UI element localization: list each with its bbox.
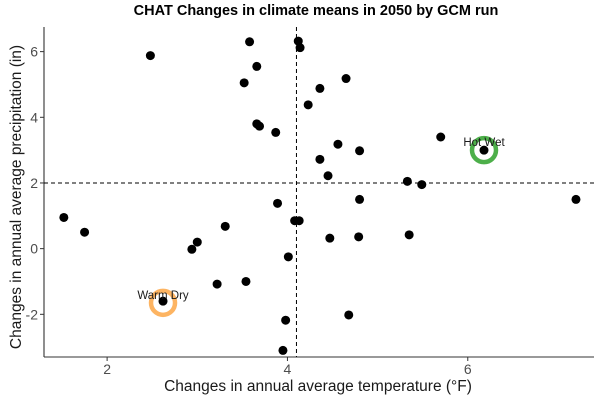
data-point bbox=[436, 132, 446, 142]
data-point bbox=[295, 43, 305, 53]
data-point bbox=[241, 276, 251, 286]
data-point bbox=[315, 83, 325, 93]
data-points bbox=[59, 36, 581, 355]
y-tick-label: 4 bbox=[30, 109, 38, 125]
y-tick-label: 2 bbox=[30, 175, 38, 191]
data-point bbox=[355, 146, 365, 156]
data-point bbox=[571, 194, 581, 204]
data-point bbox=[333, 139, 343, 149]
x-axis-title: Changes in annual average temperature (°… bbox=[164, 378, 472, 395]
x-tick-label: 2 bbox=[103, 361, 111, 377]
data-point bbox=[239, 78, 249, 88]
data-point bbox=[344, 310, 354, 320]
data-point bbox=[254, 121, 264, 131]
data-point bbox=[281, 315, 291, 325]
y-axis-title: Changes in annual average precipitation … bbox=[8, 45, 25, 349]
plot-panel bbox=[43, 27, 594, 358]
y-tick-label: -2 bbox=[26, 306, 39, 322]
data-point bbox=[187, 244, 197, 254]
data-point bbox=[283, 252, 293, 262]
data-point bbox=[303, 100, 313, 110]
data-point bbox=[341, 74, 351, 84]
data-point bbox=[158, 296, 168, 306]
data-point bbox=[404, 230, 414, 240]
y-tick-label: 6 bbox=[30, 44, 38, 60]
chart-title: CHAT Changes in climate means in 2050 by… bbox=[134, 3, 499, 19]
annotation-ring bbox=[148, 288, 178, 318]
annotation-ring bbox=[469, 135, 499, 165]
data-point bbox=[402, 176, 412, 186]
data-point bbox=[80, 227, 90, 237]
data-point bbox=[271, 127, 281, 137]
data-point bbox=[220, 221, 230, 231]
data-point bbox=[294, 216, 304, 226]
data-point bbox=[278, 345, 288, 355]
annotation-rings bbox=[148, 135, 499, 318]
x-axis-ticks: 2 4 6 bbox=[103, 357, 472, 377]
data-point bbox=[479, 145, 489, 155]
annotation-label: Hot Wet bbox=[463, 137, 505, 149]
data-point bbox=[325, 233, 335, 243]
annotation-label: Warm Dry bbox=[137, 290, 189, 302]
annotation-labels: Hot Wet Warm Dry bbox=[137, 137, 505, 302]
y-tick-label: 0 bbox=[30, 241, 38, 257]
data-point bbox=[354, 232, 364, 242]
x-tick-label: 6 bbox=[464, 361, 472, 377]
data-point bbox=[273, 198, 283, 208]
data-point bbox=[145, 51, 155, 61]
data-point bbox=[245, 37, 255, 47]
reference-lines bbox=[44, 27, 594, 357]
x-tick-label: 4 bbox=[284, 361, 292, 377]
data-point bbox=[417, 180, 427, 190]
data-point bbox=[323, 171, 333, 181]
data-point bbox=[355, 194, 365, 204]
data-point bbox=[252, 61, 262, 71]
data-point bbox=[212, 279, 222, 289]
y-axis-ticks: -2 0 2 4 6 bbox=[26, 44, 44, 322]
data-point bbox=[315, 154, 325, 164]
data-point bbox=[59, 212, 69, 222]
data-point bbox=[192, 237, 202, 247]
